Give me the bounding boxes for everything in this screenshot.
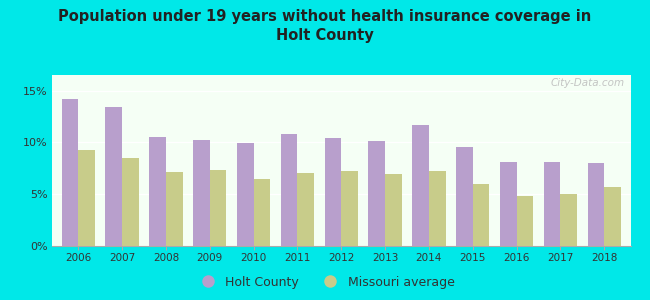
Bar	[429, 171, 445, 246]
Bar	[193, 140, 210, 246]
Legend: Holt County, Missouri average: Holt County, Missouri average	[190, 271, 460, 294]
Bar	[254, 178, 270, 246]
Bar	[473, 184, 489, 246]
Bar	[237, 143, 254, 246]
Bar	[456, 146, 473, 246]
Bar	[517, 196, 533, 246]
Bar	[341, 171, 358, 246]
Bar	[122, 158, 139, 246]
Bar	[150, 137, 166, 246]
Bar	[369, 141, 385, 246]
Bar	[500, 162, 517, 246]
Bar	[588, 163, 604, 246]
Bar	[78, 150, 95, 246]
Bar	[604, 187, 621, 246]
Text: Population under 19 years without health insurance coverage in
Holt County: Population under 19 years without health…	[58, 9, 592, 43]
Bar	[210, 170, 226, 246]
Bar	[62, 99, 78, 246]
Bar	[166, 172, 183, 246]
Bar	[560, 194, 577, 246]
Bar	[105, 107, 122, 246]
Bar	[543, 162, 560, 246]
Bar	[281, 134, 298, 246]
Bar	[385, 175, 402, 246]
Text: City-Data.com: City-Data.com	[551, 78, 625, 88]
Bar	[324, 138, 341, 246]
Bar	[298, 173, 314, 246]
Bar	[412, 125, 429, 246]
